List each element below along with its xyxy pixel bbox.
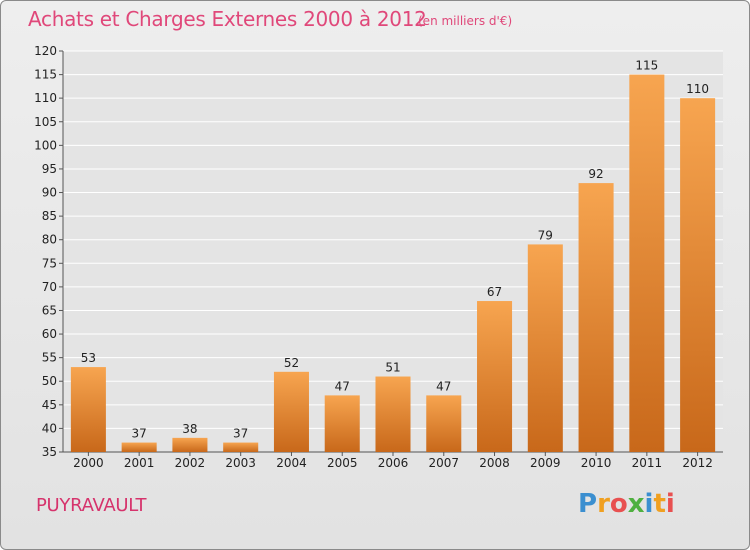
y-tick-label: 55 <box>42 351 57 365</box>
logo-letter: x <box>627 489 645 519</box>
x-tick-label: 2003 <box>225 456 256 470</box>
x-tick-label: 2011 <box>632 456 663 470</box>
data-label: 92 <box>588 167 603 181</box>
y-tick-label: 60 <box>42 327 57 341</box>
chart-unit: (en milliers d'€) <box>418 14 513 28</box>
x-tick-label: 2002 <box>175 456 206 470</box>
y-tick-label: 75 <box>42 256 57 270</box>
y-tick-label: 45 <box>42 398 57 412</box>
chart-title: Achats et Charges Externes 2000 à 2012 <box>28 7 427 31</box>
y-tick-label: 65 <box>42 303 57 317</box>
data-label: 47 <box>335 379 350 393</box>
x-tick-label: 2009 <box>530 456 561 470</box>
data-label: 53 <box>81 351 96 365</box>
logo-letter: i <box>644 489 654 519</box>
logo-letter: P <box>578 489 598 519</box>
data-label: 79 <box>538 228 553 242</box>
logo-letter: o <box>609 489 628 519</box>
y-tick-label: 90 <box>42 186 57 200</box>
y-tick-label: 35 <box>42 445 57 459</box>
data-label: 38 <box>182 422 197 436</box>
y-tick-label: 105 <box>34 115 57 129</box>
x-tick-label: 2012 <box>682 456 713 470</box>
data-label: 37 <box>233 427 248 441</box>
logo-letter: r <box>597 489 610 519</box>
x-tick-label: 2001 <box>124 456 155 470</box>
y-tick-label: 115 <box>34 68 57 82</box>
y-tick-label: 70 <box>42 280 57 294</box>
bar-2009 <box>527 244 563 452</box>
y-tick-label: 120 <box>34 44 57 58</box>
data-label: 52 <box>284 356 299 370</box>
proxiti-logo[interactable]: Proxiti <box>578 489 675 519</box>
bar-2011 <box>629 74 665 453</box>
x-tick-label: 2004 <box>276 456 307 470</box>
bar-2003 <box>223 442 259 452</box>
data-label: 47 <box>436 379 451 393</box>
x-tick-label: 2008 <box>479 456 510 470</box>
bar-2010 <box>578 183 614 452</box>
y-tick-label: 80 <box>42 233 57 247</box>
logo-letter: t <box>653 489 666 519</box>
bar-2001 <box>121 442 157 452</box>
commune-name: PUYRAVAULT <box>36 495 147 516</box>
y-tick-label: 85 <box>42 209 57 223</box>
bars <box>70 74 716 453</box>
bar-2000 <box>70 367 106 452</box>
bar-2007 <box>426 395 462 452</box>
x-tick-label: 2000 <box>73 456 104 470</box>
y-tick-label: 95 <box>42 162 57 176</box>
y-tick-label: 110 <box>34 91 57 105</box>
bar-2002 <box>172 437 208 452</box>
data-label: 67 <box>487 285 502 299</box>
x-tick-label: 2005 <box>327 456 358 470</box>
labels: 35 40 45 50 55 60 65 70 75 80 85 90 95 100 105 110 115 12… <box>34 44 713 470</box>
x-tick-label: 2010 <box>581 456 612 470</box>
data-label: 115 <box>635 59 658 73</box>
logo-letter: i <box>665 489 675 519</box>
data-label: 51 <box>385 361 400 375</box>
y-tick-label: 100 <box>34 138 57 152</box>
bar-2006 <box>375 376 411 452</box>
bar-2004 <box>273 371 309 452</box>
bar-2012 <box>680 98 716 453</box>
bar-2005 <box>324 395 360 452</box>
data-label: 37 <box>132 427 147 441</box>
y-tick-label: 50 <box>42 374 57 388</box>
data-label: 110 <box>686 82 709 96</box>
bar-2008 <box>477 301 513 452</box>
x-tick-label: 2006 <box>378 456 409 470</box>
x-tick-label: 2007 <box>428 456 459 470</box>
y-tick-label: 40 <box>42 421 57 435</box>
